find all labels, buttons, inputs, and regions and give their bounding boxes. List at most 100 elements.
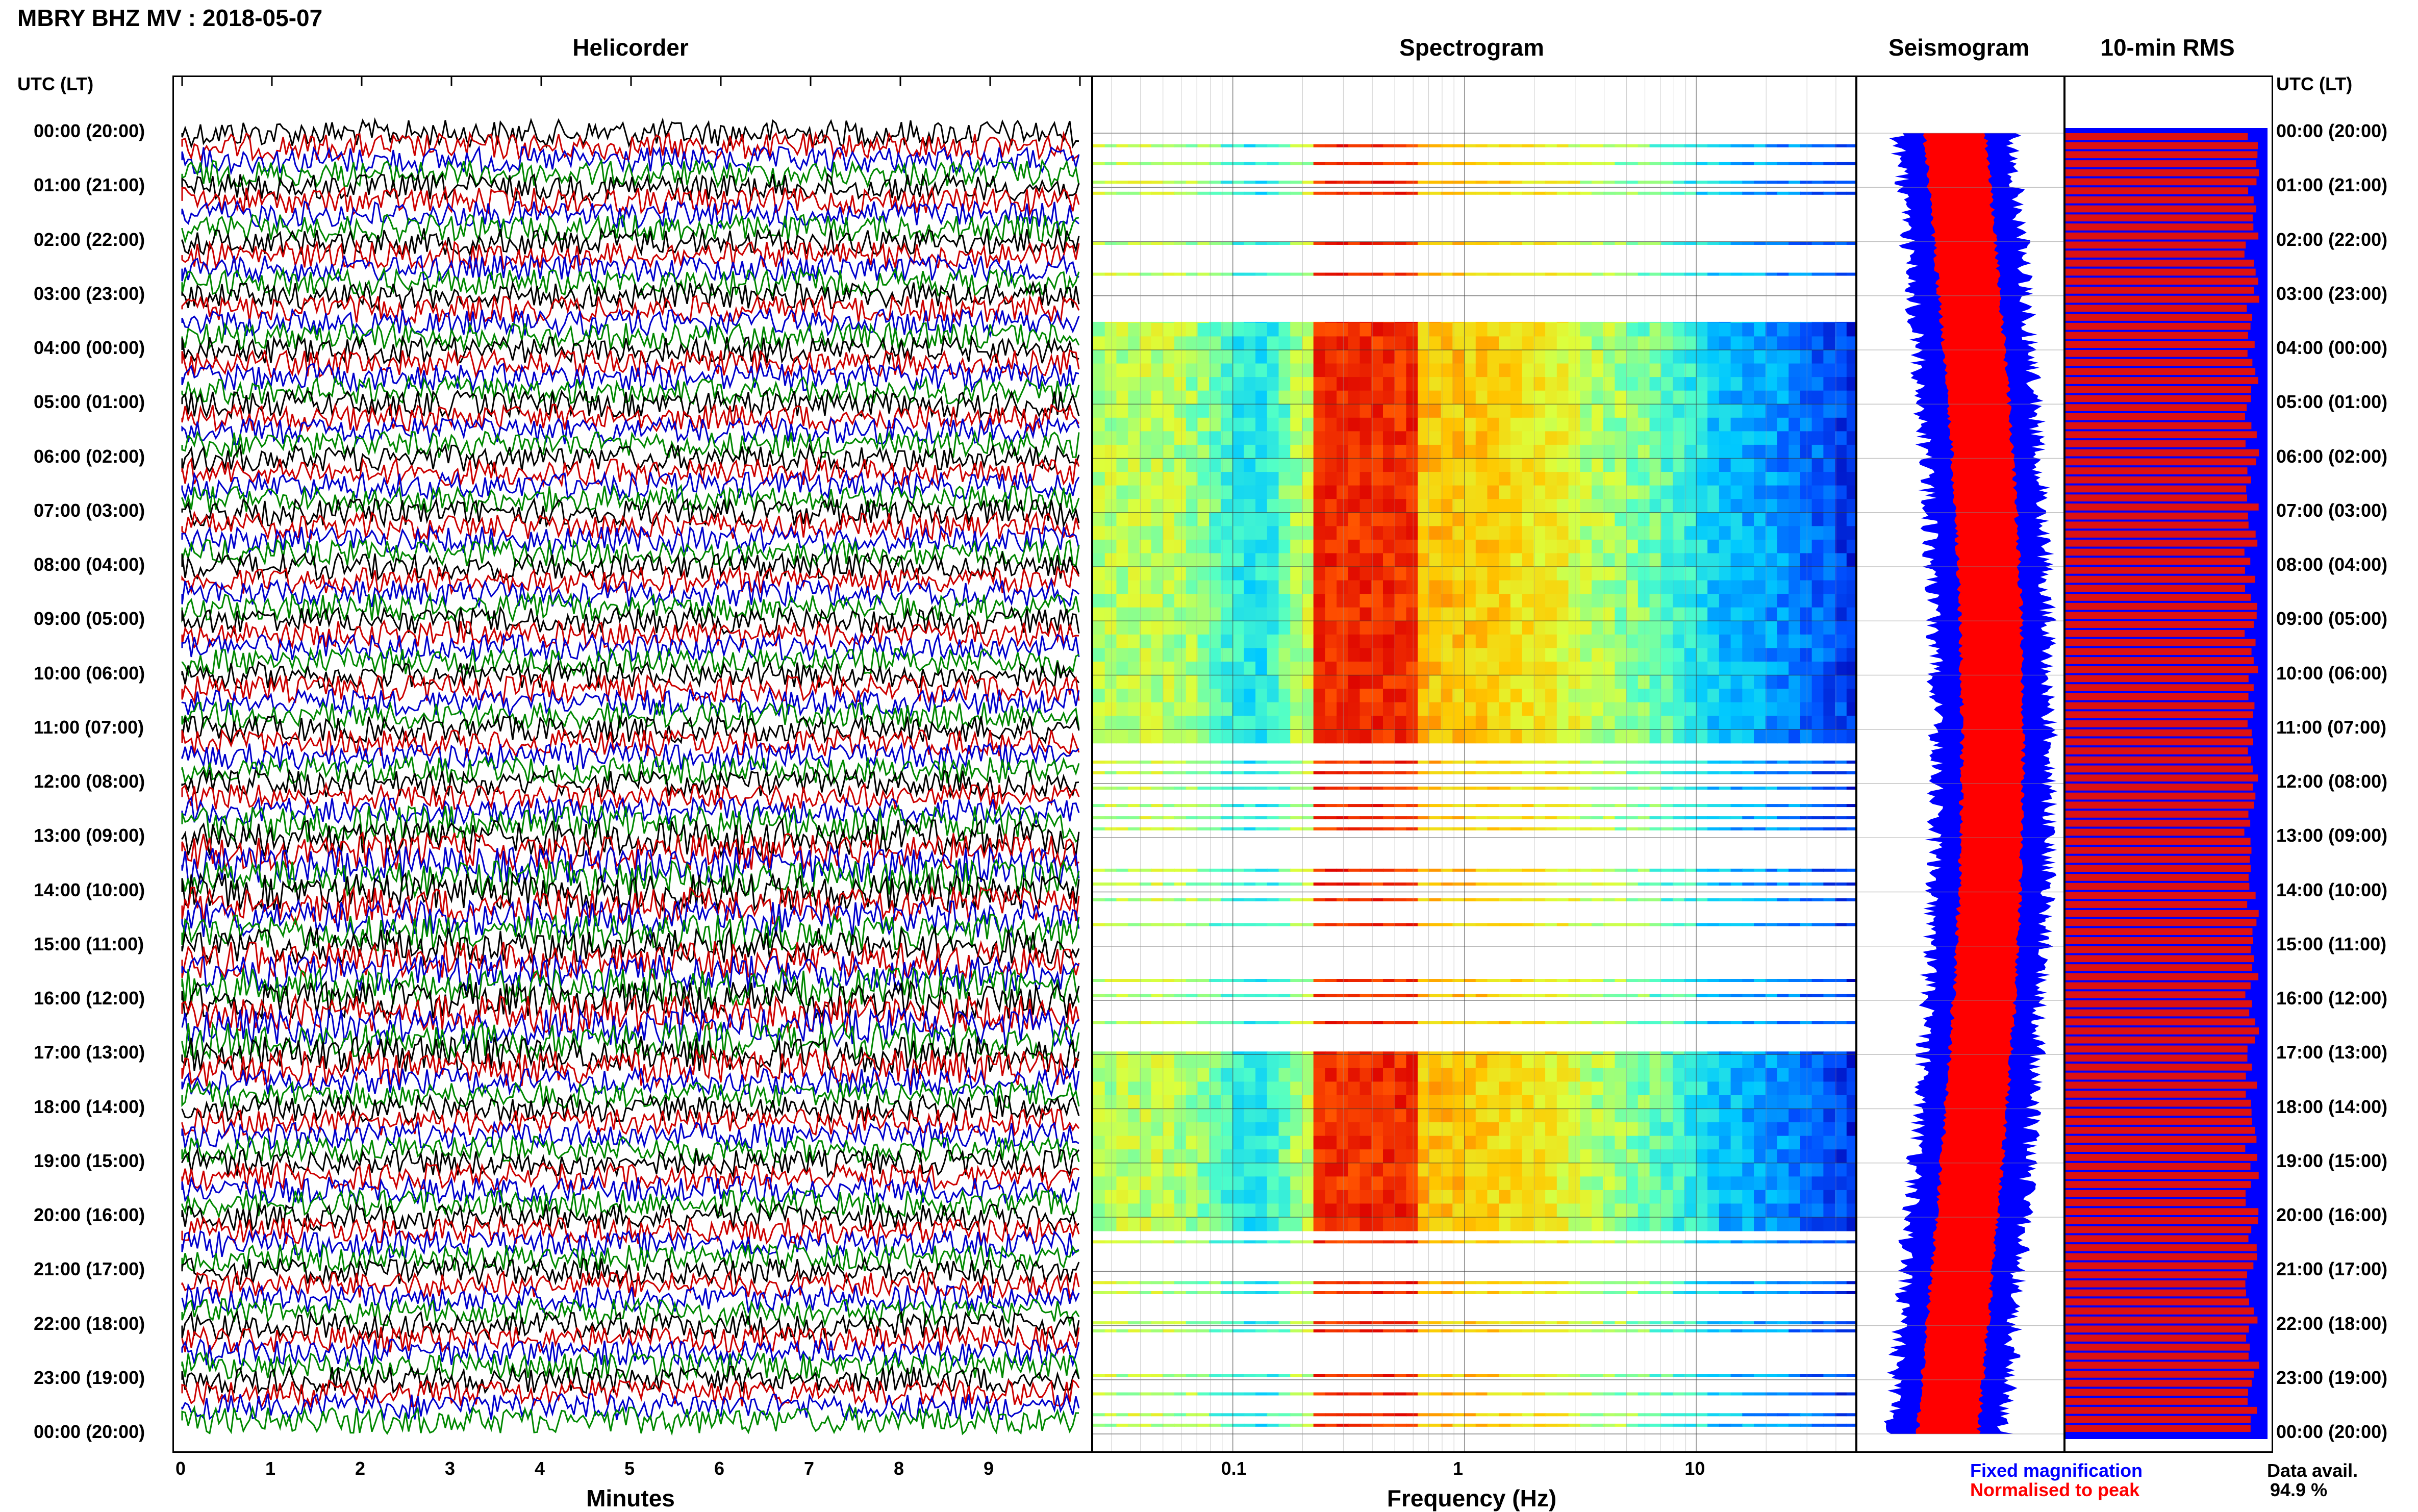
rms-bars xyxy=(2066,77,2273,1453)
rms-normalised-bar xyxy=(2066,973,2258,980)
rms-header: 10-min RMS xyxy=(2100,34,2234,61)
time-label-right: 08:00 (04:00) xyxy=(2276,554,2387,575)
rms-normalised-bar xyxy=(2066,513,2248,520)
minute-tick-label: 1 xyxy=(265,1458,275,1479)
rms-normalised-bar xyxy=(2066,1326,2249,1333)
rms-normalised-bar xyxy=(2066,386,2251,393)
rms-normalised-bar xyxy=(2066,1100,2251,1107)
time-label-left: 16:00 (12:00) xyxy=(34,988,145,1009)
time-label-left: 07:00 (03:00) xyxy=(34,500,145,521)
data-avail-label: Data avail. xyxy=(2267,1460,2358,1481)
rms-normalised-bar xyxy=(2066,1217,2258,1224)
rms-normalised-bar xyxy=(2066,1037,2255,1044)
rms-normalised-bar xyxy=(2066,1064,2252,1071)
rms-normalised-bar xyxy=(2066,576,2255,583)
time-label-left: 12:00 (08:00) xyxy=(34,771,145,792)
minute-tick-label: 4 xyxy=(535,1458,545,1479)
rms-normalised-bar xyxy=(2066,1244,2257,1251)
rms-normalised-bar xyxy=(2066,476,2251,484)
frequency-tick-label: 0.1 xyxy=(1221,1458,1247,1479)
rms-normalised-bar xyxy=(2066,368,2255,375)
minute-tick-label: 8 xyxy=(894,1458,904,1479)
rms-normalised-bar xyxy=(2066,612,2257,619)
seismogram-panel xyxy=(1856,75,2065,1453)
time-label-right: 13:00 (09:00) xyxy=(2276,825,2387,846)
rms-normalised-bar xyxy=(2066,242,2246,249)
rms-normalised-bar xyxy=(2066,187,2248,194)
rms-normalised-bar xyxy=(2066,1226,2251,1233)
helicorder-panel xyxy=(172,75,1093,1453)
rms-normalised-bar xyxy=(2066,1163,2251,1170)
time-label-left: 20:00 (16:00) xyxy=(34,1204,145,1226)
time-label-left: 03:00 (23:00) xyxy=(34,283,145,305)
rms-normalised-bar xyxy=(2066,874,2249,881)
rms-normalised-bar xyxy=(2066,1127,2255,1134)
rms-normalised-bar xyxy=(2066,729,2252,737)
helicorder-trace xyxy=(182,540,1079,567)
time-label-left: 23:00 (19:00) xyxy=(34,1367,145,1389)
time-label-right: 03:00 (23:00) xyxy=(2276,283,2387,305)
time-label-right: 19:00 (15:00) xyxy=(2276,1150,2387,1172)
rms-normalised-bar xyxy=(2066,702,2254,710)
rms-normalised-bar xyxy=(2066,757,2251,764)
rms-normalised-bar xyxy=(2066,1425,2251,1432)
rms-normalised-bar xyxy=(2066,160,2256,167)
rms-normalised-bar xyxy=(2066,494,2247,501)
time-label-left: 18:00 (14:00) xyxy=(34,1096,145,1118)
rms-normalised-bar xyxy=(2066,937,2253,944)
rms-normalised-bar xyxy=(2066,1407,2257,1414)
rms-normalised-bar xyxy=(2066,856,2250,863)
rms-normalised-bar xyxy=(2066,1290,2246,1297)
rms-normalised-bar xyxy=(2066,982,2251,990)
rms-normalised-bar xyxy=(2066,1263,2253,1270)
time-label-left: 10:00 (06:00) xyxy=(34,663,145,684)
spectrogram-panel xyxy=(1092,75,1857,1453)
rms-normalised-bar xyxy=(2066,1208,2258,1215)
rms-normalised-bar xyxy=(2066,260,2254,267)
spectrogram-header: Spectrogram xyxy=(1399,34,1544,61)
rms-normalised-bar xyxy=(2066,503,2259,511)
helicorder-trace xyxy=(182,1407,1079,1434)
frequency-tick-label: 1 xyxy=(1453,1458,1463,1479)
helicorder-trace xyxy=(182,1050,1079,1087)
rms-normalised-bar xyxy=(2066,278,2258,285)
rms-normalised-bar xyxy=(2066,179,2256,186)
rms-panel xyxy=(2064,75,2273,1453)
rms-normalised-bar xyxy=(2066,558,2250,565)
rms-normalised-bar xyxy=(2066,1253,2257,1261)
time-label-right: 23:00 (19:00) xyxy=(2276,1367,2387,1389)
utc-right-label: UTC (LT) xyxy=(2276,73,2352,95)
time-label-right: 05:00 (01:00) xyxy=(2276,391,2387,413)
rms-normalised-bar xyxy=(2066,666,2258,673)
rms-normalised-bar xyxy=(2066,404,2247,411)
rms-normalised-bar xyxy=(2066,1081,2257,1089)
rms-normalised-bar xyxy=(2066,964,2252,971)
time-label-left: 17:00 (13:00) xyxy=(34,1042,145,1063)
rms-normalised-bar xyxy=(2066,169,2259,177)
rms-normalised-bar xyxy=(2066,1000,2252,1007)
rms-normalised-bar xyxy=(2066,440,2246,447)
time-label-right: 10:00 (06:00) xyxy=(2276,663,2387,684)
rms-normalised-bar xyxy=(2066,1118,2252,1125)
rms-normalised-bar xyxy=(2066,359,2252,366)
rms-normalised-bar xyxy=(2066,250,2245,258)
time-label-left: 14:00 (10:00) xyxy=(34,879,145,901)
time-label-right: 21:00 (17:00) xyxy=(2276,1258,2387,1280)
rms-normalised-bar xyxy=(2066,233,2258,240)
rms-normalised-bar xyxy=(2066,142,2258,149)
minute-tick-label: 2 xyxy=(355,1458,365,1479)
time-label-left: 19:00 (15:00) xyxy=(34,1150,145,1172)
time-label-right: 22:00 (18:00) xyxy=(2276,1313,2387,1334)
rms-normalised-bar xyxy=(2066,883,2249,890)
legend-fixed-magnification: Fixed magnification xyxy=(1970,1460,2143,1481)
rms-normalised-bar xyxy=(2066,1398,2248,1405)
rms-normalised-bar xyxy=(2066,1271,2247,1278)
time-label-right: 07:00 (03:00) xyxy=(2276,500,2387,521)
rms-normalised-bar xyxy=(2066,1046,2248,1053)
rms-normalised-bar xyxy=(2066,901,2247,908)
rms-normalised-bar xyxy=(2066,206,2256,213)
time-label-right: 06:00 (02:00) xyxy=(2276,446,2387,467)
spectrogram-image xyxy=(1093,77,1857,1453)
time-label-right: 09:00 (05:00) xyxy=(2276,608,2387,629)
rms-normalised-bar xyxy=(2066,928,2252,935)
